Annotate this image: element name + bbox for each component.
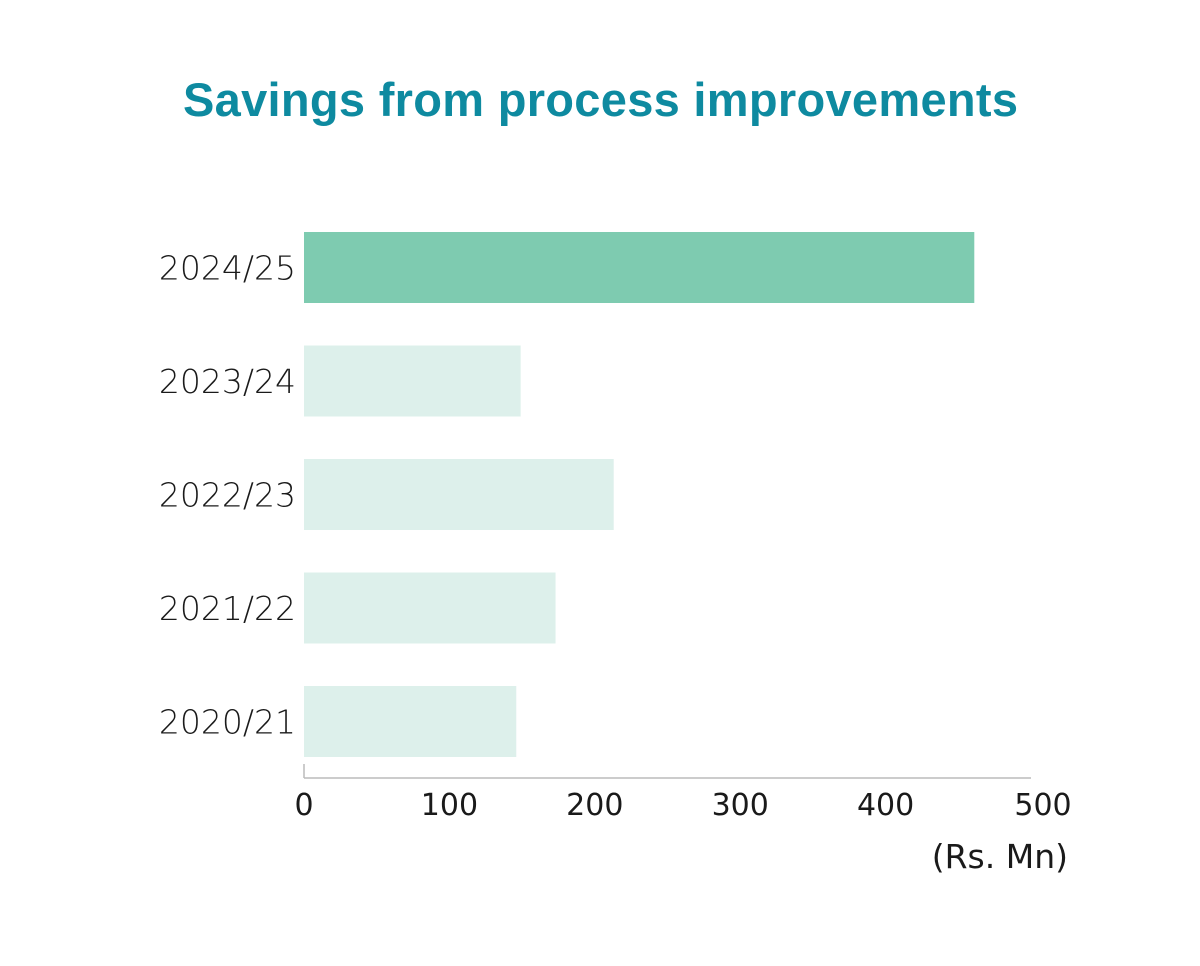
category-label: 2023/24 [159,362,296,401]
x-axis-unit-label: (Rs. Mn) [932,837,1068,876]
category-label: 2022/23 [159,476,296,515]
bar-2021-22 [304,572,556,644]
category-labels: 2024/25 2023/24 2022/23 2021/22 2020/21 [159,249,296,742]
bars-group [304,232,975,757]
bar-2023-24 [304,345,521,417]
bar-2024-25 [304,232,975,303]
category-label: 2024/25 [159,249,296,288]
x-tick-label: 500 [1014,788,1071,823]
x-tick-label: 0 [294,788,313,823]
x-tick-labels: 0 100 200 300 400 500 [294,788,1071,823]
x-tick-label: 300 [712,788,769,823]
category-label: 2020/21 [159,703,296,742]
category-label: 2021/22 [159,589,296,628]
x-tick-label: 200 [566,788,623,823]
chart-title: Savings from process improvements [183,73,1019,126]
bar-2022-23 [304,459,614,530]
x-tick-label: 400 [857,788,914,823]
bar-2020-21 [304,686,517,757]
x-tick-label: 100 [421,788,478,823]
